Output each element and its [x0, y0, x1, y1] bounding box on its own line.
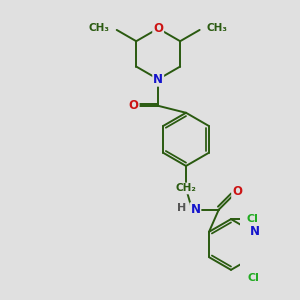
- Text: O: O: [129, 99, 139, 112]
- Text: O: O: [232, 185, 242, 198]
- Text: H: H: [177, 203, 187, 213]
- Text: N: N: [153, 73, 163, 86]
- Text: Cl: Cl: [247, 273, 259, 284]
- Text: CH₃: CH₃: [88, 23, 110, 33]
- Text: Cl: Cl: [246, 214, 258, 224]
- Text: O: O: [153, 22, 163, 35]
- Text: N: N: [190, 203, 200, 216]
- Text: CH₂: CH₂: [176, 184, 197, 194]
- Text: N: N: [250, 225, 260, 238]
- Text: CH₃: CH₃: [207, 23, 228, 33]
